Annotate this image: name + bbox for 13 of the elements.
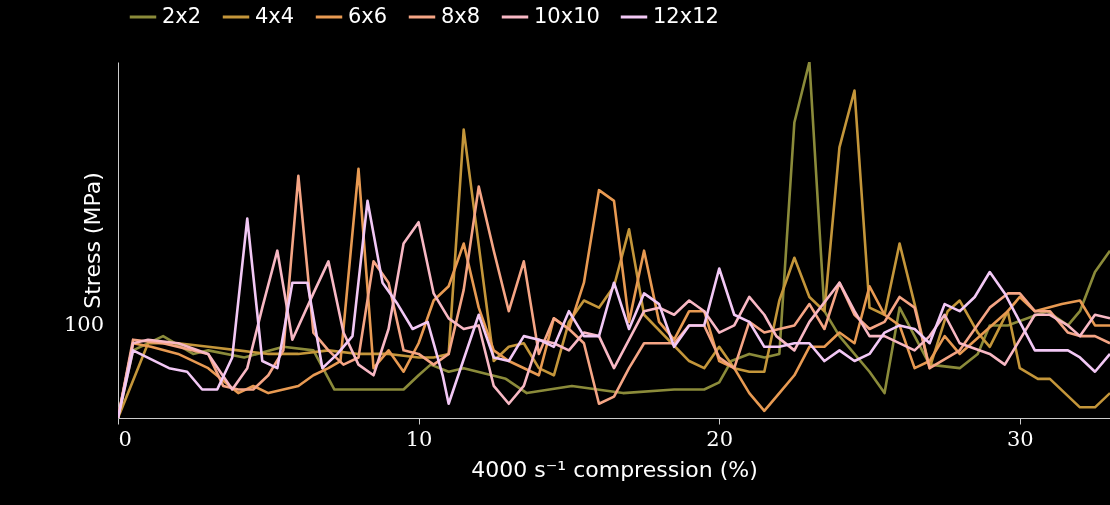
legend-label: 6x6 [348, 4, 388, 28]
x-tick-label: 0 [118, 426, 132, 451]
legend-label: 2x2 [162, 4, 202, 28]
legend-label: 8x8 [441, 4, 481, 28]
y-axis-title: Stress (MPa) [79, 172, 105, 309]
x-tick-label: 10 [405, 426, 433, 451]
x-axis-title: 4000 s⁻¹ compression (%) [471, 456, 758, 482]
text: 100 [63, 312, 104, 336]
legend-label: 4x4 [255, 4, 295, 28]
x-tick-label: 30 [1006, 426, 1034, 451]
x-tick-label: 20 [706, 426, 734, 451]
legend-label: 12x12 [653, 4, 719, 28]
legend-label: 10x10 [534, 4, 600, 28]
